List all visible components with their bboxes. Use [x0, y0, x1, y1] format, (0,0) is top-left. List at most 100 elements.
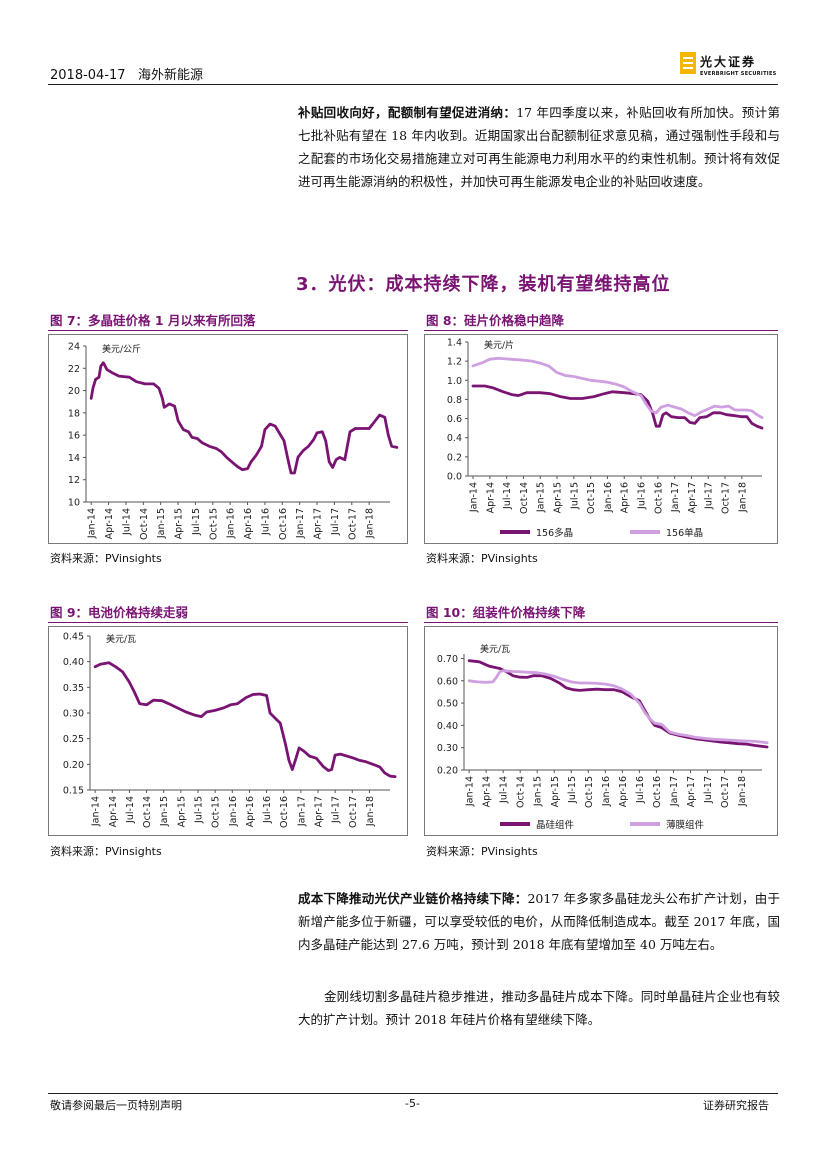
x-tick-label: Jan-17 [296, 796, 307, 827]
header-divider [48, 84, 778, 85]
x-tick-label: Oct-15 [211, 796, 222, 828]
x-tick-label: Oct-16 [278, 508, 289, 540]
x-tick-label: Jan-15 [156, 508, 167, 539]
x-tick-label: Apr-15 [553, 482, 564, 513]
x-tick-label: Jan-15 [536, 482, 547, 513]
chart-frame [424, 334, 778, 544]
source-value: PVinsights [105, 552, 162, 565]
y-tick-label: 0.40 [63, 657, 84, 668]
source-value: PVinsights [105, 845, 162, 858]
figure-7-chart: 24 22 20 18 16 14 12 10 Jan-14 Apr-14 Jul-14 Oct-14… [48, 334, 408, 544]
y-tick-label: 0.8 [447, 395, 462, 406]
paragraph-subsidy-body: 17 年四季度以来，补贴回收有所加快。预计第七批补贴有望在 18 年内收到。近期… [298, 105, 780, 189]
y-tick-label: 18 [68, 408, 80, 419]
x-tick-label: Jan-14 [87, 508, 98, 539]
x-tick-label: Apr-16 [618, 776, 629, 807]
figure-9-chart: 0.45 0.40 0.35 0.30 0.25 0.20 0.15 Jan-14 Apr-14… [48, 626, 408, 836]
y-tick-label: 0.45 [63, 632, 84, 643]
figure-7-source: 资料来源：PVinsights [50, 550, 162, 566]
legend-label: 156单晶 [666, 527, 703, 539]
x-tick-label: Jan-17 [670, 482, 681, 513]
x-tick-label: Jan-16 [603, 482, 614, 513]
x-tick-label: Jul-15 [567, 776, 578, 804]
x-tick-label: Jan-18 [365, 508, 376, 539]
x-tick-label: Oct-15 [584, 776, 595, 808]
report-category: 海外新能源 [137, 68, 203, 83]
paragraph-subsidy-lead: 补贴回收向好，配额制有望促进消纳： [298, 105, 517, 120]
paragraph-cost-decline-body: 2017 年多家多晶硅龙头公布扩产计划，由于新增产能多位于新疆，可以享受较低的电… [298, 891, 780, 952]
figure-10-title: 图 10：组装件价格持续下降 [426, 605, 586, 620]
x-tick-label: Oct-16 [653, 482, 664, 514]
figure-8-source: 资料来源：PVinsights [426, 550, 538, 566]
x-tick-label: Oct-17 [347, 508, 358, 540]
x-tick-label: Jan-14 [469, 482, 480, 513]
x-tick-label: Oct-15 [586, 482, 597, 514]
figure-8-rule [424, 330, 778, 331]
x-tick-label: Jan-17 [295, 508, 306, 539]
report-date-category: 2018-04-17 海外新能源 [50, 64, 203, 83]
x-tick-label: Oct-14 [139, 508, 150, 540]
x-tick-label: Jul-14 [502, 482, 513, 510]
x-tick-label: Apr-15 [176, 796, 187, 827]
x-tick-label: Apr-14 [485, 482, 496, 513]
x-tick-label: Oct-17 [348, 796, 359, 828]
x-tick-label: Jan-15 [533, 776, 544, 807]
y-tick-label: 0.50 [437, 699, 458, 710]
x-tick-label: Apr-14 [104, 508, 115, 539]
source-label: 资料来源： [426, 845, 481, 858]
x-tick-label: Oct-16 [652, 776, 663, 808]
x-tick-label: Jul-17 [703, 776, 714, 804]
y-tick-label: 0.30 [63, 709, 84, 720]
x-tick-label: Jul-16 [637, 482, 648, 510]
x-tick-label: Jan-16 [226, 508, 237, 539]
figure-8-chart: 1.4 1.2 1.0 0.8 0.6 0.4 0.2 0.0 Jan-14 Apr-14 Jul-… [424, 334, 778, 544]
x-tick-label: Jul-15 [569, 482, 580, 510]
y-tick-label: 0.6 [447, 414, 462, 425]
legend-label: 晶硅组件 [536, 819, 575, 831]
y-tick-label: 24 [68, 342, 80, 353]
source-label: 资料来源： [426, 552, 481, 565]
series-line [89, 361, 399, 475]
paragraph-cost-decline: 成本下降推动光伏产业链价格持续下降：2017 年多家多晶硅龙头公布扩产计划，由于… [298, 887, 780, 956]
x-tick-label: Jul-17 [330, 508, 341, 536]
figure-10-source: 资料来源：PVinsights [426, 843, 538, 859]
y-tick-label: 0.15 [63, 786, 84, 797]
x-tick-label: Jan-14 [91, 796, 102, 827]
x-tick-label: Oct-14 [516, 776, 527, 808]
series-line [471, 356, 764, 419]
figure-10-chart: 0.70 0.60 0.50 0.40 0.30 0.20 Jan-14 Apr-14 Jul-… [424, 626, 778, 836]
source-value: PVinsights [481, 552, 538, 565]
logo-icon [680, 52, 696, 74]
paragraph-subsidy: 补贴回收向好，配额制有望促进消纳：17 年四季度以来，补贴回收有所加快。预计第七… [298, 101, 780, 193]
x-tick-label: Oct-14 [519, 482, 530, 514]
x-tick-label: Apr-17 [687, 482, 698, 513]
x-tick-label: Jul-14 [125, 796, 136, 824]
chart-frame [424, 626, 778, 836]
y-tick-label: 0.35 [63, 683, 84, 694]
x-tick-label: Apr-16 [243, 508, 254, 539]
series-line [93, 661, 397, 779]
series-line [467, 659, 769, 749]
x-tick-label: Apr-17 [313, 508, 324, 539]
x-tick-label: Jan-18 [365, 796, 376, 827]
x-tick-label: Jul-15 [191, 508, 202, 536]
unit-label: 美元/片 [484, 339, 514, 351]
x-tick-label: Apr-15 [174, 508, 185, 539]
x-tick-label: Jul-14 [499, 776, 510, 804]
x-tick-label: Jul-16 [260, 508, 271, 536]
page-number: -5- [405, 1097, 420, 1110]
y-tick-label: 1.4 [447, 338, 462, 349]
x-tick-label: Jul-16 [262, 796, 273, 824]
y-tick-label: 1.0 [447, 376, 462, 387]
report-date: 2018-04-17 [50, 68, 126, 83]
y-tick-label: 0.40 [437, 721, 458, 732]
x-tick-label: Oct-17 [720, 776, 731, 808]
paragraph-cost-decline-lead: 成本下降推动光伏产业链价格持续下降： [298, 891, 528, 906]
x-tick-label: Apr-16 [620, 482, 631, 513]
y-tick-label: 0.0 [447, 472, 462, 483]
unit-label: 美元/公斤 [102, 343, 141, 355]
footer-report-type: 证券研究报告 [703, 1099, 769, 1112]
y-tick-label: 0.4 [447, 433, 462, 444]
footer-disclaimer: 敬请参阅最后一页特别声明 [50, 1099, 182, 1112]
x-tick-label: Jan-18 [737, 776, 748, 807]
